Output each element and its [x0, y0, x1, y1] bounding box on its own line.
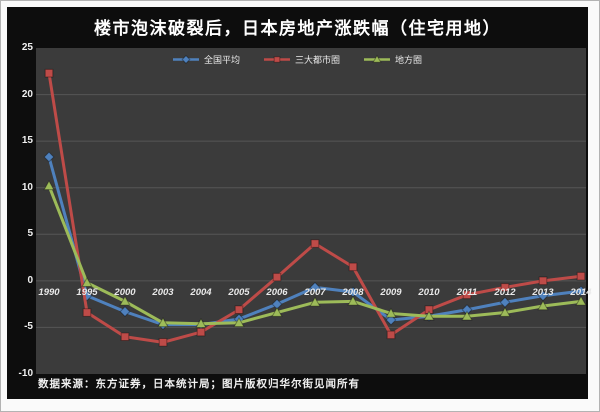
y-axis-label: 5 [27, 228, 33, 240]
legend-label-national-average: 全国平均 [203, 55, 240, 65]
data-point [499, 306, 511, 317]
y-axis-label: -5 [24, 321, 33, 333]
x-axis-label: 2009 [380, 286, 402, 298]
x-axis-label: 2008 [342, 286, 364, 298]
plot-area: 1990 1995 2000 2003 2004 2005 2006 2007 2008 2009… [36, 48, 592, 374]
data-point [461, 310, 473, 321]
x-axis-label: 2000 [114, 286, 136, 298]
source-note: 数据来源：东方证券，日本统计局；图片版权归华尔街见闻所有 [38, 378, 360, 390]
line-chart [36, 68, 586, 347]
legend-label-three-metro-areas: 三大都市圈 [294, 55, 340, 65]
legend-line-square-icon [263, 54, 290, 65]
y-axis-label: 15 [21, 135, 33, 147]
data-point [273, 56, 281, 63]
data-point [119, 295, 131, 306]
data-point [385, 307, 397, 318]
data-point [499, 296, 511, 308]
y-axis-label: 20 [21, 88, 33, 100]
data-point [43, 151, 55, 163]
x-axis-label: 1995 [76, 286, 98, 298]
legend-item-three-metro-areas: 三大都市圈 [263, 53, 340, 66]
data-point [43, 180, 55, 191]
x-axis-label: 2011 [456, 286, 478, 298]
data-point [347, 295, 359, 306]
chart-legend: 全国平均 三大都市圈 地方圈 [7, 53, 588, 66]
data-point [157, 316, 169, 328]
data-point [120, 332, 130, 342]
data-point [234, 305, 244, 315]
chart-title: 楼市泡沫破裂后，日本房地产涨跌幅（住宅用地） [94, 19, 501, 38]
data-point [233, 316, 245, 328]
y-axis-label: -10 [18, 368, 33, 379]
chart-panel: 楼市泡沫破裂后，日本房地产涨跌幅（住宅用地） 25 20 15 10 5 0 -5 -10 1… [7, 7, 592, 399]
data-point [119, 306, 131, 318]
data-point [385, 314, 397, 326]
y-axis-label: 10 [21, 181, 33, 193]
data-point [309, 281, 321, 293]
legend-item-national-average: 全国平均 [172, 53, 240, 66]
data-point [423, 310, 435, 321]
x-axis-label: 2007 [304, 286, 326, 298]
data-point [424, 305, 434, 315]
x-axis-label: 2014 [570, 286, 592, 298]
data-point [576, 271, 586, 281]
legend-item-regional-areas: 地方圈 [364, 53, 422, 66]
x-axis-label: 2010 [418, 286, 440, 298]
data-point [575, 295, 586, 306]
data-point [537, 300, 549, 311]
data-point [82, 308, 92, 317]
data-point [44, 68, 54, 78]
legend-line-diamond-icon [172, 54, 199, 65]
data-point [575, 285, 586, 297]
data-point [309, 296, 321, 307]
data-point [181, 54, 191, 65]
data-point [272, 272, 282, 282]
data-point [372, 54, 382, 63]
data-point [386, 330, 396, 340]
data-point [158, 338, 168, 347]
data-point [500, 283, 510, 292]
data-point [195, 317, 207, 329]
x-axis-label: 2004 [190, 286, 212, 298]
data-point [310, 239, 320, 248]
x-axis-label: 2005 [228, 286, 250, 298]
data-point [81, 276, 93, 288]
x-axis-label: 2003 [152, 286, 174, 298]
data-point [462, 290, 472, 300]
x-axis-label: 2006 [266, 286, 288, 298]
x-axis-label: 2012 [494, 286, 516, 298]
legend-label-regional-areas: 地方圈 [395, 55, 423, 65]
y-axis-label: 0 [27, 274, 33, 286]
data-point [538, 276, 548, 286]
data-point [196, 327, 206, 337]
y-axis-label: 25 [21, 42, 33, 53]
legend-line-triangle-icon [364, 54, 390, 65]
x-axis-label: 2013 [532, 286, 554, 298]
x-axis-label: 1990 [38, 286, 60, 298]
data-point [348, 262, 358, 272]
data-point [537, 290, 549, 302]
data-point [271, 306, 283, 317]
